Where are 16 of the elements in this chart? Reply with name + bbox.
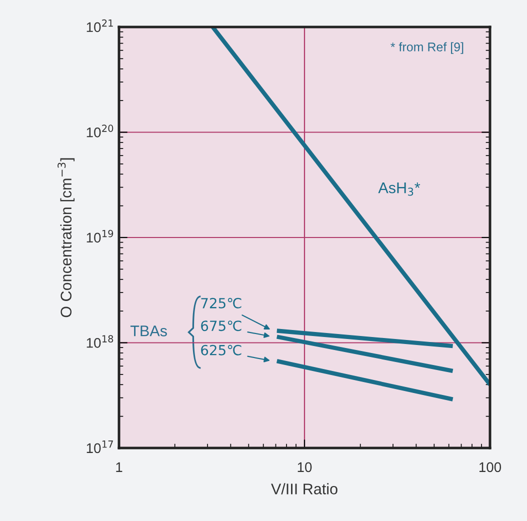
y-tick-label: 10$^{20}$: [86, 124, 114, 138]
y-axis-title: O Concentration [cm$^{−3}$]: [58, 158, 75, 318]
series-label: AsH$_{3}$*: [378, 182, 420, 196]
annotation: * from Ref [9]: [390, 42, 464, 54]
y-tick-label: 10$^{19}$: [86, 230, 114, 243]
text: 725℃: [201, 298, 242, 308]
x-tick-label: 10: [298, 462, 312, 472]
annotation: TBAs: [130, 326, 167, 336]
x-tick-label: 1: [116, 462, 122, 472]
y-tick-label: 10$^{18}$: [86, 335, 114, 348]
x-axis-title: V/III Ratio: [271, 483, 338, 494]
x-tick-label: 100: [479, 462, 502, 472]
legend-label: 675℃: [201, 320, 242, 332]
y-tick-label: 10$^{17}$: [86, 440, 113, 454]
y-tick-label: 10$^{21}$: [86, 19, 113, 32]
legend-label: 625℃: [201, 344, 242, 356]
